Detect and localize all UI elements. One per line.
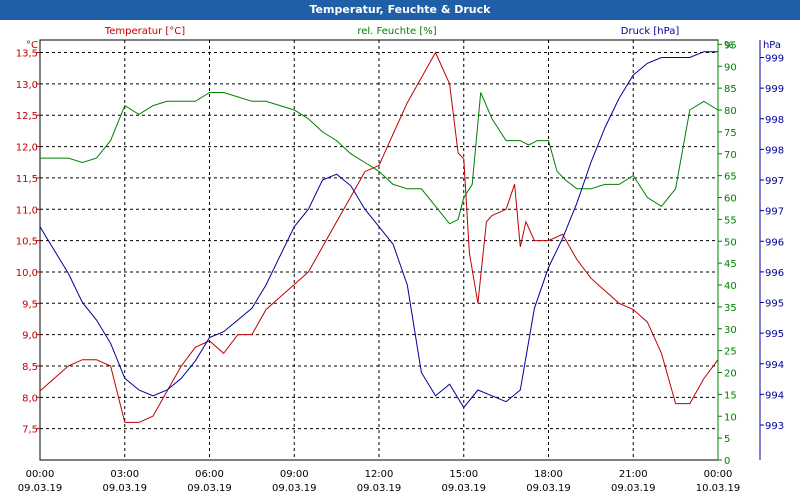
humidity-tick-label: 0 [724, 456, 730, 467]
humidity-tick-label: 80 [724, 106, 737, 117]
x-tick-time-label: 00:00 [704, 469, 733, 480]
x-tick-date-label: 09.03.19 [441, 483, 486, 494]
x-tick-date-label: 09.03.19 [611, 483, 656, 494]
humidity-series-line [40, 92, 719, 225]
pressure-tick-label: 998 [765, 145, 784, 156]
pressure-series-line [39, 51, 718, 409]
x-tick-date-label: 09.03.19 [102, 483, 147, 494]
x-tick-date-label: 09.03.19 [187, 483, 232, 494]
humidity-axis-label: rel. Feuchte [%] [357, 26, 436, 37]
pressure-tick-label: 995 [765, 329, 784, 340]
pressure-tick-label: 997 [765, 176, 784, 187]
temperature-axis-label: Temperatur [°C] [104, 26, 185, 37]
humidity-tick-label: 20 [724, 369, 737, 380]
pressure-tick-label: 994 [765, 360, 784, 371]
pressure-tick-label: 995 [765, 299, 784, 310]
x-tick-time-label: 00:00 [26, 469, 55, 480]
humidity-tick-label: 55 [724, 215, 737, 226]
humidity-unit-label: % [724, 40, 734, 51]
x-tick-time-label: 09:00 [280, 469, 309, 480]
temperature-tick-label: 10,5 [16, 237, 38, 248]
x-tick-time-label: 12:00 [365, 469, 394, 480]
x-tick-date-label: 09.03.19 [526, 483, 571, 494]
humidity-tick-label: 35 [724, 303, 737, 314]
x-tick-time-label: 21:00 [619, 469, 648, 480]
humidity-tick-label: 25 [724, 347, 737, 358]
temperature-tick-label: 8,0 [22, 393, 38, 404]
pressure-axis-label: Druck [hPa] [621, 26, 680, 37]
humidity-tick-label: 45 [724, 259, 737, 270]
x-tick-date-label: 09.03.19 [272, 483, 317, 494]
pressure-tick-label: 998 [765, 115, 784, 126]
humidity-tick-label: 75 [724, 128, 737, 139]
temperature-tick-label: 8,5 [22, 362, 38, 373]
humidity-tick-label: 10 [724, 412, 737, 423]
humidity-tick-label: 85 [724, 84, 737, 95]
pressure-unit-label: hPa [763, 40, 781, 51]
humidity-tick-label: 70 [724, 150, 737, 161]
temperature-tick-label: 12,5 [16, 111, 38, 122]
x-tick-time-label: 03:00 [110, 469, 139, 480]
x-tick-time-label: 06:00 [195, 469, 224, 480]
pressure-tick-label: 993 [765, 421, 784, 432]
x-tick-date-label: 10.03.19 [696, 483, 741, 494]
temperature-tick-label: 13,0 [16, 80, 38, 91]
temperature-tick-label: 9,0 [22, 331, 38, 342]
humidity-tick-label: 40 [724, 281, 737, 292]
humidity-tick-label: 15 [724, 390, 737, 401]
humidity-tick-label: 5 [724, 434, 730, 445]
temperature-tick-label: 11,0 [16, 205, 38, 216]
temperature-tick-label: 13,5 [16, 49, 38, 60]
humidity-tick-label: 90 [724, 62, 737, 73]
x-tick-time-label: 15:00 [449, 469, 478, 480]
temperature-tick-label: 10,0 [16, 268, 38, 279]
pressure-tick-label: 996 [765, 268, 784, 279]
temperature-tick-label: 11,5 [16, 174, 38, 185]
x-tick-time-label: 18:00 [534, 469, 563, 480]
humidity-tick-label: 65 [724, 172, 737, 183]
humidity-tick-label: 50 [724, 237, 737, 248]
temperature-tick-label: 12,0 [16, 143, 38, 154]
temperature-unit-label: °C [26, 40, 38, 51]
humidity-tick-label: 30 [724, 325, 737, 336]
pressure-tick-label: 999 [765, 84, 784, 95]
temperature-series-line [39, 51, 719, 423]
x-tick-date-label: 09.03.19 [18, 483, 63, 494]
humidity-tick-label: 60 [724, 194, 737, 205]
window-title: Temperatur, Feuchte & Druck [0, 0, 800, 20]
temperature-tick-label: 9,5 [22, 299, 38, 310]
pressure-tick-label: 997 [765, 207, 784, 218]
pressure-tick-label: 999 [765, 54, 784, 65]
humidity-tick-label: 95 [724, 40, 737, 51]
pressure-tick-label: 996 [765, 237, 784, 248]
x-tick-date-label: 09.03.19 [357, 483, 402, 494]
pressure-tick-label: 994 [765, 390, 784, 401]
temperature-tick-label: 7,5 [22, 425, 38, 436]
